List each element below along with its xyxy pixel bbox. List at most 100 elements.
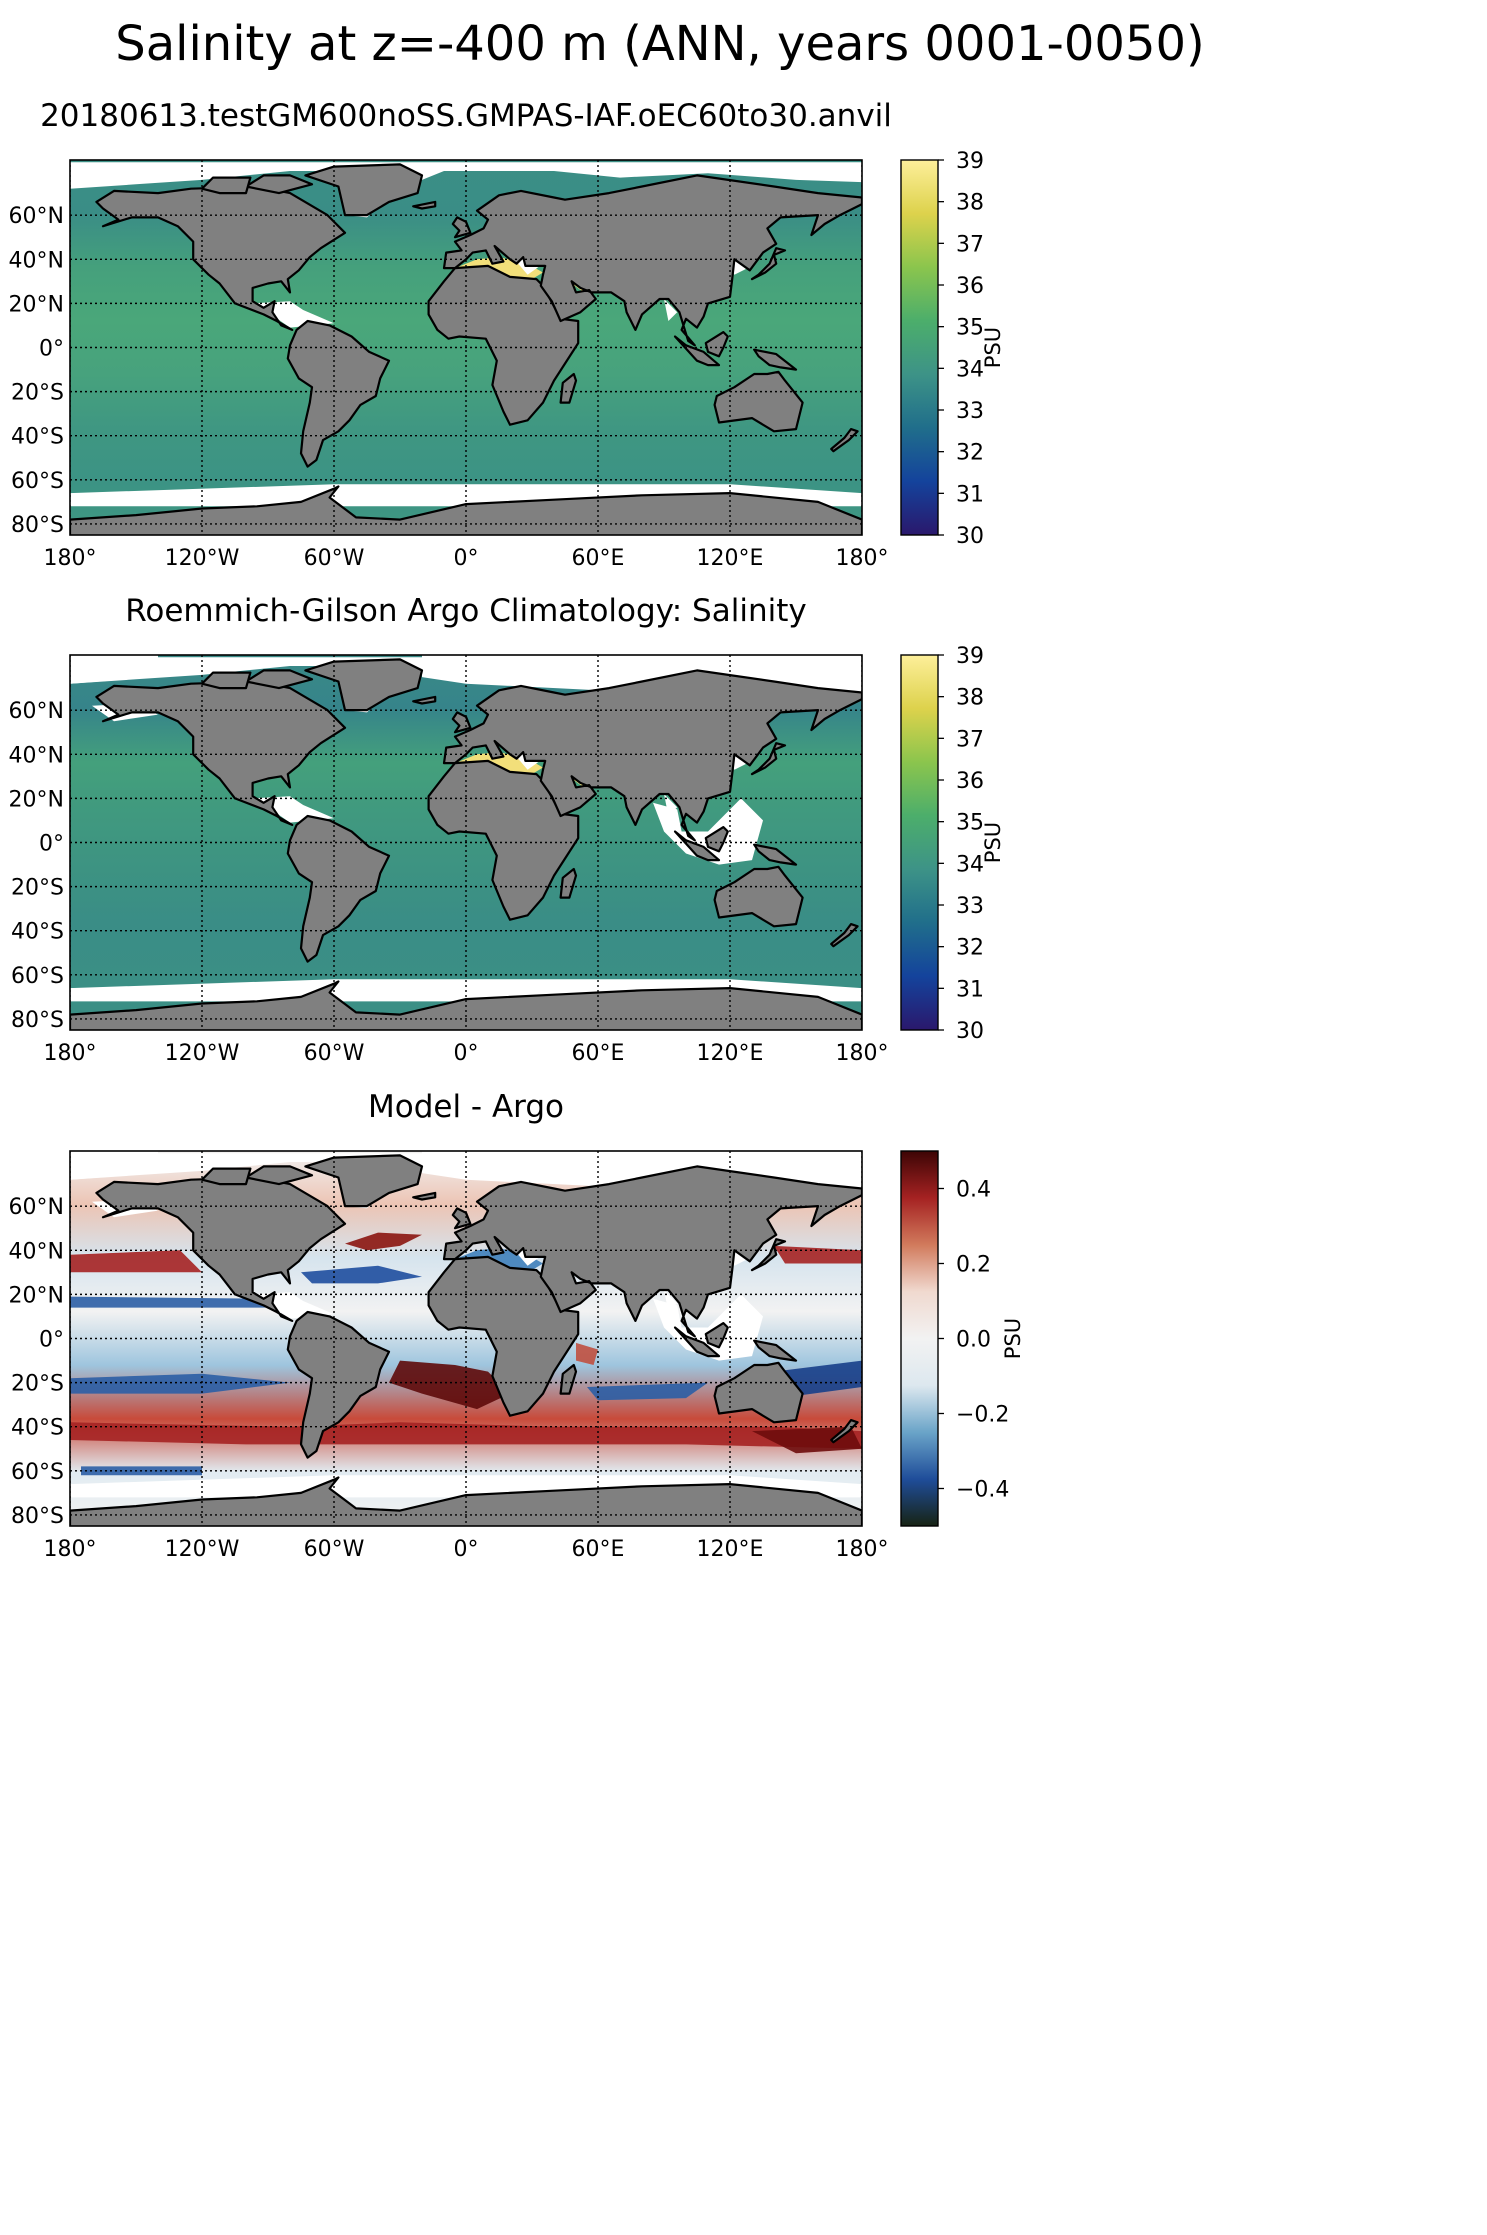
colorbar-tick-label: 31 xyxy=(956,977,984,1002)
anomaly-region xyxy=(345,1232,422,1251)
land-mass xyxy=(200,671,252,690)
x-tick-label: 120°E xyxy=(697,546,764,571)
land-mass xyxy=(713,1361,804,1424)
x-tick-label: 60°W xyxy=(304,1041,365,1066)
colorbar xyxy=(900,654,939,1031)
panel-title: Roemmich-Gilson Argo Climatology: Salini… xyxy=(125,593,806,629)
x-tick-label: 180° xyxy=(836,1041,889,1066)
map-area xyxy=(70,655,862,1030)
y-tick-label: 20°N xyxy=(9,787,64,812)
y-tick-label: 40°S xyxy=(11,920,64,945)
y-tick-label: 40°N xyxy=(9,1239,64,1264)
y-tick-label: 40°N xyxy=(9,248,64,273)
colorbar-tick-label: 30 xyxy=(956,524,984,549)
land-mass xyxy=(412,1191,437,1201)
y-tick-label: 20°S xyxy=(11,876,64,901)
colorbar-tick-label: 36 xyxy=(956,274,984,299)
y-tick-label: 80°S xyxy=(11,1008,64,1033)
map-frame xyxy=(69,159,863,536)
land-mass xyxy=(95,1176,347,1323)
panel-3: Model - Argo 180° 120°W 60°W 0° 60°E 120°E 180°… xyxy=(9,1089,1025,1562)
anomaly-region xyxy=(301,1265,422,1284)
land-mass xyxy=(304,658,424,712)
land-mass xyxy=(244,1165,314,1186)
land-mass xyxy=(95,680,347,827)
colorbar-tick-label: 38 xyxy=(956,191,984,216)
land-mass xyxy=(713,865,804,928)
colorbar-label: PSU xyxy=(1001,1318,1025,1359)
map-area xyxy=(70,1151,862,1526)
colorbar-tick-label: 37 xyxy=(956,232,984,257)
land-mass xyxy=(673,830,721,862)
colorbar-tick-label: −0.4 xyxy=(956,1478,1009,1503)
y-tick-label: 20°S xyxy=(11,1372,64,1397)
land-mass xyxy=(95,185,347,331)
y-tick-label: 60°S xyxy=(11,469,64,494)
anomaly-region xyxy=(70,1296,268,1308)
map-area xyxy=(70,160,862,535)
colorbar-tick-label: 33 xyxy=(956,894,984,919)
x-tick-label: 120°W xyxy=(165,546,240,571)
land-mass xyxy=(244,174,314,195)
colorbar-tick-label: −0.2 xyxy=(956,1403,1009,1428)
land-mass xyxy=(713,370,804,433)
map-frame xyxy=(69,654,863,1031)
panel-2: Roemmich-Gilson Argo Climatology: Salini… xyxy=(9,593,1005,1066)
land-mass xyxy=(753,1339,798,1362)
land-mass xyxy=(244,669,314,690)
land-mass xyxy=(200,1167,252,1186)
y-tick-label: 60°N xyxy=(9,204,64,229)
x-tick-label: 60°E xyxy=(572,546,625,571)
land-mass xyxy=(412,200,437,210)
land-mass xyxy=(704,825,729,853)
land-mass xyxy=(704,331,729,358)
colorbar-tick-label: 31 xyxy=(956,482,984,507)
anomaly-region xyxy=(70,1373,290,1394)
colorbar xyxy=(900,1150,939,1527)
y-tick-label: 40°N xyxy=(9,743,64,768)
nodata-region xyxy=(653,1294,763,1361)
x-tick-label: 120°W xyxy=(165,1537,240,1562)
land-mass xyxy=(304,1154,424,1208)
colorbar-label: PSU xyxy=(981,327,1005,368)
colorbar xyxy=(900,159,939,536)
anomaly-region xyxy=(70,1250,202,1273)
land-mass xyxy=(750,1238,787,1272)
land-mass xyxy=(451,1207,472,1230)
y-tick-label: 80°S xyxy=(11,513,64,538)
anomaly-region xyxy=(576,1342,598,1365)
land-mass xyxy=(442,1165,862,1338)
anomaly-region xyxy=(752,1426,862,1454)
x-tick-label: 120°W xyxy=(165,1041,240,1066)
x-tick-label: 180° xyxy=(44,1041,97,1066)
colorbar-tick-label: 33 xyxy=(956,399,984,424)
colorbar-tick-label: 36 xyxy=(956,769,984,794)
land-mass xyxy=(753,348,798,371)
x-tick-label: 60°E xyxy=(572,1537,625,1562)
map-frame xyxy=(69,1150,863,1527)
land-mass xyxy=(304,163,424,217)
figure-suptitle: Salinity at z=-400 m (ANN, years 0001-00… xyxy=(115,16,1205,72)
x-tick-label: 180° xyxy=(44,1537,97,1562)
x-tick-label: 180° xyxy=(44,546,97,571)
x-tick-label: 0° xyxy=(454,546,479,571)
land-mass xyxy=(750,247,787,281)
land-mass xyxy=(559,372,578,404)
land-mass xyxy=(830,428,859,453)
y-tick-label: 20°N xyxy=(9,292,64,317)
nodata-region xyxy=(70,655,158,684)
land-mass xyxy=(704,1321,729,1349)
colorbar-tick-label: 0.0 xyxy=(956,1328,991,1353)
y-tick-label: 80°S xyxy=(11,1504,64,1529)
x-tick-label: 180° xyxy=(836,1537,889,1562)
land-mass xyxy=(451,216,472,239)
land-mass xyxy=(559,867,578,899)
y-tick-label: 60°S xyxy=(11,964,64,989)
y-tick-label: 60°N xyxy=(9,699,64,724)
land-mass xyxy=(673,1326,721,1358)
y-tick-label: 60°N xyxy=(9,1195,64,1220)
land-mass xyxy=(673,335,721,367)
nodata-region xyxy=(664,299,678,321)
colorbar-tick-label: 39 xyxy=(956,149,984,174)
colorbar-tick-label: 34 xyxy=(956,357,984,382)
